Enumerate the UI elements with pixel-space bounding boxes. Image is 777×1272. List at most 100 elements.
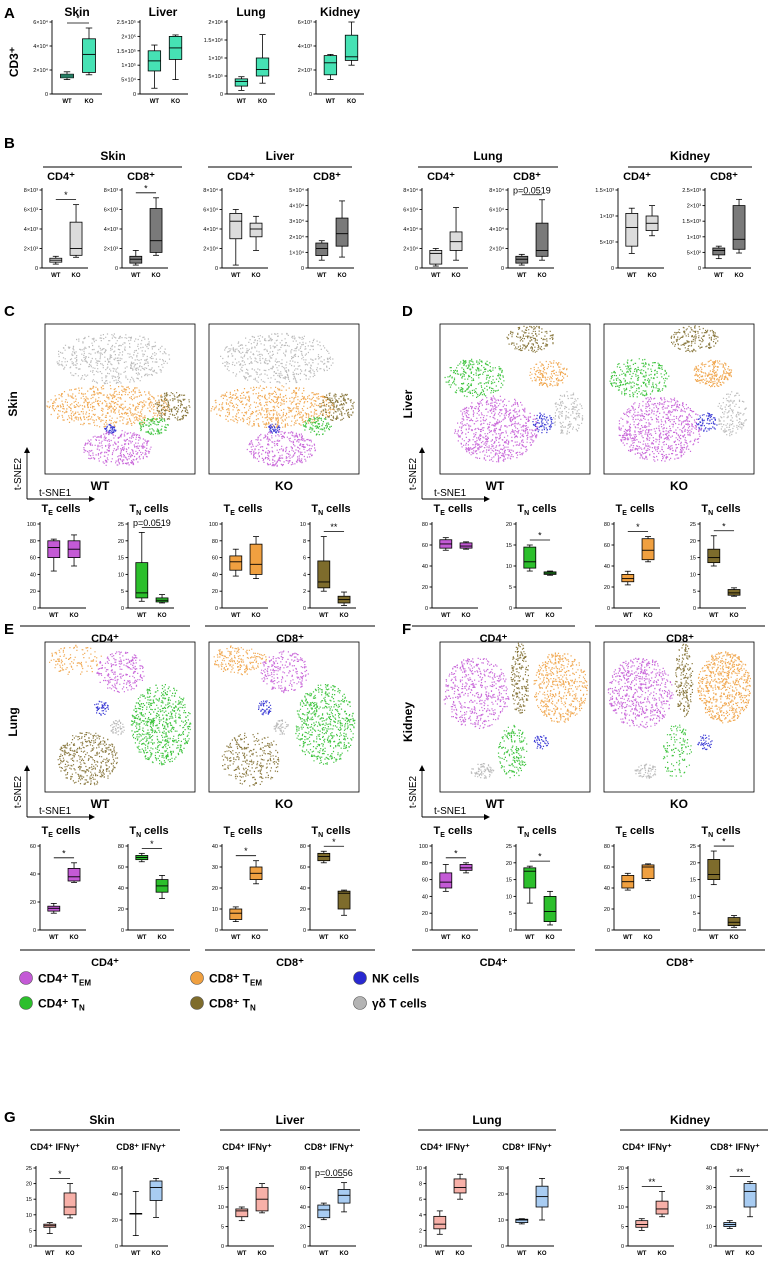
y-tick-label: 0	[29, 1244, 32, 1250]
title-sub: N	[136, 832, 141, 839]
y-tick-label: 20	[604, 585, 610, 591]
box-wt	[433, 1215, 447, 1230]
title-main: T	[42, 503, 49, 515]
tsne-ko: KO	[603, 641, 755, 811]
legend-label: CD4⁺ TEM	[38, 972, 91, 988]
title-rest: cells	[445, 503, 473, 515]
legend-sub: EM	[250, 979, 262, 988]
title-sub: N	[318, 832, 323, 839]
y-tick-label: 0	[220, 92, 223, 98]
y-tick-label: 2×10⁴	[203, 246, 218, 253]
y-tick-label: 15	[26, 1197, 32, 1203]
y-tick-label: 20	[212, 589, 218, 595]
y-tick-label: 5	[621, 1225, 624, 1231]
box-wt	[317, 852, 331, 862]
chart-title: TN cells	[129, 825, 168, 839]
arrow-head	[419, 765, 425, 771]
sig-label: *	[538, 531, 542, 541]
y-tick-label: 60	[300, 865, 306, 871]
group-cd8: CD8⁺	[595, 625, 765, 645]
title-sub: E	[48, 832, 53, 839]
b-header-lung: Lung	[473, 149, 502, 163]
y-tick-label: 6×10³	[298, 20, 312, 26]
chart-title: TN cells	[701, 503, 740, 517]
x-tick-label: KO	[258, 99, 267, 105]
x-tick-label: KO	[462, 613, 471, 619]
y-tick-label: 0	[303, 1244, 306, 1250]
chart-g-lung-cd8: CD8⁺ IFNγ⁺ 0 10 20 30 WT KO	[498, 1142, 554, 1257]
y-tick-label: 0	[501, 266, 504, 272]
title-rest: cells	[235, 825, 263, 837]
sig-label: *	[722, 521, 726, 531]
chart-g-skin-cd4: CD4⁺ IFNγ⁺ 0 5 10 15 20 25 WT KO *	[26, 1142, 82, 1257]
box-wt	[523, 867, 537, 889]
chart-c-cd8-tn: TN cells 0 2 4 6 8 10 WT KO **	[300, 503, 356, 619]
y-tick-label: 20	[690, 861, 696, 867]
y-tick-label: 40	[30, 572, 36, 578]
y-tick-label: 40	[422, 894, 428, 900]
sig-label: *	[58, 1169, 62, 1179]
y-tick-label: 4	[419, 1213, 422, 1219]
g-header-skin: Skin	[89, 1113, 114, 1127]
x-tick-label: KO	[338, 273, 347, 279]
y-tick-label: 0	[309, 92, 312, 98]
x-tick-label: KO	[658, 1251, 667, 1257]
cluster-cd4_tn	[302, 416, 332, 436]
legend-sub: N	[250, 1004, 256, 1013]
y-tick-label: 60	[300, 1186, 306, 1192]
x-tick-label: WT	[709, 935, 719, 941]
box-ko	[249, 543, 263, 575]
y-tick-label: 5×10⁴	[121, 77, 136, 84]
y-tick-label: 5	[121, 589, 124, 595]
chart-b-liver-cd4: CD4⁺ 0 2×10⁴ 4×10⁴ 6×10⁴ 8×10⁴ WT KO	[203, 171, 268, 279]
y-tick-label: 0	[509, 928, 512, 934]
chart-title: CD8⁺ IFNγ⁺	[502, 1142, 552, 1152]
cluster-cd8_tn	[221, 732, 280, 787]
chart-a-liver: 0 5×10⁴ 1×10⁵ 1.5×10⁵ 2×10⁵ 2.5×10⁵ WT KO	[117, 19, 188, 105]
y-tick-label: 5	[693, 911, 696, 917]
y-tick-label: 4×10⁴	[203, 226, 218, 233]
cluster-nk	[697, 734, 713, 751]
x-tick-label: KO	[340, 1251, 349, 1257]
x-tick-label: WT	[709, 613, 719, 619]
legend-swatch	[190, 971, 204, 985]
x-tick-label: WT	[319, 935, 329, 941]
x-tick-label: KO	[152, 273, 161, 279]
x-tick-label: WT	[714, 273, 724, 279]
y-tick-label: 20	[604, 907, 610, 913]
chart-g-skin-cd8: CD8⁺ IFNγ⁺ 0 20 40 60 WT KO	[112, 1142, 168, 1257]
y-tick-label: 0	[133, 92, 136, 98]
chart-title: TE cells	[42, 825, 81, 839]
y-tick-label: 15	[118, 556, 124, 562]
y-tick-label: 2×10⁶	[208, 19, 223, 26]
box-ko	[727, 589, 741, 596]
chart-g-lung-cd4: CD4⁺ IFNγ⁺ 0 2 4 6 8 10 WT KO	[416, 1142, 472, 1257]
group-label: CD8⁺	[276, 957, 304, 969]
organ-label: Kidney	[401, 702, 415, 742]
x-tick-label: KO	[85, 99, 94, 105]
tsne2-label: t-SNE2	[13, 457, 24, 490]
legend-item: γδ T cells	[353, 996, 427, 1011]
y-tick-label: 15	[506, 543, 512, 549]
y-tick-label: 100	[419, 844, 428, 850]
chart-title: CD4⁺	[227, 171, 255, 183]
y-tick-label: 8	[303, 539, 306, 545]
tsne-block-d: Liver t-SNE2 t-SNE1 WT KO	[401, 323, 755, 502]
chart-f-cd4-te: TE cells 0 20 40 60 80 100 WT KO *	[419, 825, 478, 941]
cluster-cd8_tn	[319, 392, 355, 421]
y-tick-label: 0	[693, 928, 696, 934]
y-tick-label: 40	[112, 1192, 118, 1198]
chart-f-cd4-tn: TN cells 0 5 10 15 20 25 WT KO *	[506, 825, 562, 941]
box-ko	[344, 34, 359, 61]
chart-b-skin-cd4: CD4⁺ 0 2×10³ 4×10³ 6×10³ 8×10³ WT KO *	[24, 171, 88, 279]
cluster-cd4_tem	[443, 657, 510, 729]
title-main: T	[517, 503, 524, 515]
legend-item: CD4⁺ TN	[19, 996, 85, 1013]
x-tick-label: WT	[131, 1251, 141, 1257]
chart-a-kidney: 0 2×10³ 4×10³ 6×10³ WT KO	[298, 20, 364, 105]
title-sub: E	[622, 832, 627, 839]
tsne-ko: KO	[603, 323, 755, 493]
x-tick-label: KO	[648, 273, 657, 279]
y-tick-label: 6×10⁴	[203, 207, 218, 214]
